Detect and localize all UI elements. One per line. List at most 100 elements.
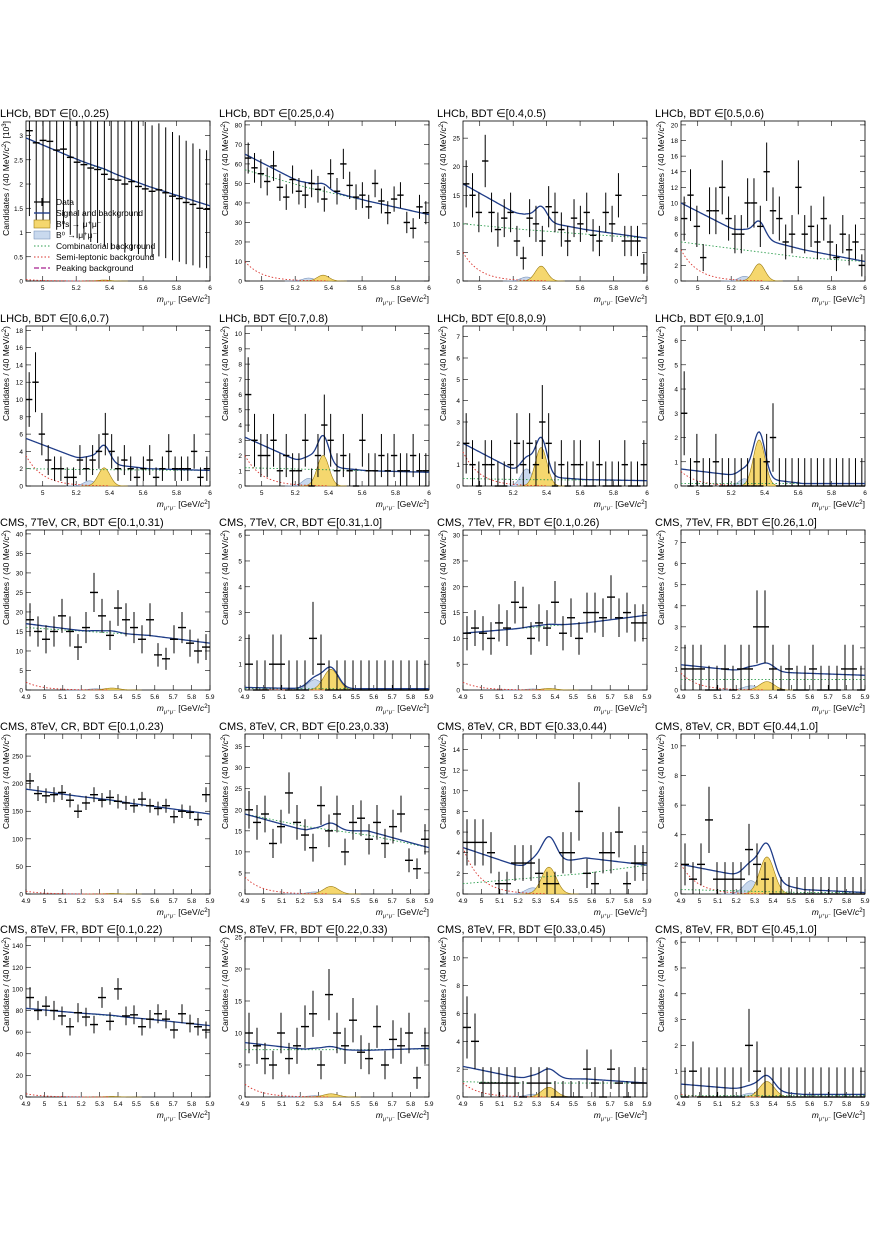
y-axis-label-c: c [656, 942, 666, 947]
x-axis-label-c: c [200, 907, 205, 917]
x-axis-label: mμ⁺μ⁻ [GeV/c2] [594, 907, 647, 920]
x-tick-label: 5.2 [509, 285, 518, 292]
x-tick-label: 5.2 [514, 694, 523, 701]
y-tick-label: 15 [453, 193, 461, 200]
y-tick-label: 60 [235, 161, 243, 168]
y-axis-label-exp: 2 [657, 736, 663, 740]
y-tick-label: 2.5 [14, 157, 23, 164]
data-point [162, 1009, 170, 1029]
x-tick-label: 5.6 [587, 1101, 596, 1108]
x-axis-label-exp: 2 [423, 704, 427, 710]
data-point [373, 805, 381, 840]
data-point [269, 634, 277, 690]
data-point [753, 1041, 761, 1097]
y-tick-label: 10 [453, 955, 461, 962]
total-fit-curve [462, 614, 648, 634]
data-point [640, 253, 647, 274]
y-axis-label-close: ) [656, 937, 666, 940]
data-point [349, 805, 357, 840]
data-point [615, 1067, 623, 1097]
x-tick-label: 6 [645, 490, 649, 497]
y-axis-label-close: ) [220, 530, 230, 533]
y-axis-label-close: ) [656, 326, 666, 329]
x-axis-label-c: c [855, 294, 860, 304]
data-point [95, 434, 103, 469]
y-tick-label: 6 [456, 830, 460, 837]
x-axis-label-close: ] [645, 703, 647, 713]
data-point [245, 634, 253, 690]
x-tick-label: 5.1 [277, 1101, 286, 1108]
data-point [817, 876, 825, 895]
data-point [186, 629, 194, 657]
y-tick-label: 20 [16, 609, 24, 616]
y-axis-label-exp: 2 [439, 328, 445, 332]
y-tick-label: 0 [238, 892, 242, 899]
x-tick-label: 5.1 [58, 898, 67, 905]
y-axis-label-prefix: Candidates / (40 MeV/ [656, 336, 666, 421]
data-point [114, 456, 122, 481]
y-axis-label-c: c [1, 331, 11, 336]
panel-title: CMS, 7TeV, CR, BDT ∈[0.1,0.31) [0, 517, 164, 529]
x-tick-label: 5.4 [332, 1101, 341, 1108]
legend-item-peak: Peaking background [34, 263, 134, 273]
data-point [171, 456, 179, 481]
data-point [130, 611, 138, 644]
data-point [155, 123, 163, 257]
data-point [114, 794, 122, 809]
x-tick-label: 5.6 [150, 694, 159, 701]
data-point [90, 572, 98, 612]
y-tick-label: 5 [456, 377, 460, 384]
x-tick-label: 5.1 [495, 898, 504, 905]
x-tick-label: 5.3 [750, 694, 759, 701]
panel-6: LHCb, BDT ∈[0.7,0.8) 0 1 2 3 4 5 6 7 8 9 10 5 5.2 5.4 5… [219, 313, 431, 512]
y-tick-label: 20 [453, 164, 461, 171]
x-tick-label: 4.9 [676, 1101, 685, 1108]
x-axis-label-close: ] [863, 294, 865, 304]
x-tick-label: 5.3 [532, 898, 541, 905]
x-axis-label: mμ⁺μ⁻ [GeV/c2] [594, 294, 647, 307]
y-tick-label: 0 [456, 484, 460, 491]
x-axis-label-close: ] [427, 294, 429, 304]
data-point [763, 433, 770, 486]
data-point [627, 461, 635, 487]
data-point [178, 611, 186, 644]
data-point [245, 790, 253, 829]
y-tick-label: 5 [238, 558, 242, 565]
x-axis-label-m: m [157, 703, 164, 713]
data-point [532, 440, 540, 486]
y-axis-label: Candidates / (40 MeV/c2) [438, 530, 448, 625]
data-point [814, 224, 821, 260]
data-point [809, 644, 817, 690]
y-axis-label-c: c [656, 535, 666, 540]
y-tick-label: 2 [456, 441, 460, 448]
x-axis-label-close: ] [208, 907, 210, 917]
data-point [359, 413, 366, 467]
data-point [184, 456, 191, 481]
y-tick-label: 0.5 [14, 254, 23, 261]
y-tick-label: 30 [16, 570, 24, 577]
data-point [359, 182, 366, 209]
data-point [713, 1067, 721, 1098]
x-axis-label: mμ⁺μ⁻ [GeV/c2] [157, 294, 210, 307]
data-point [769, 1067, 777, 1098]
y-axis-label-prefix: Candidates / (40 MeV/ [656, 540, 666, 625]
x-axis-label-unit: [GeV/ [176, 294, 201, 304]
panel-5: LHCb, BDT ∈[0.6,0.7) 0 2 4 6 8 10 12 14 16 18 5 5.2 5… [0, 313, 212, 512]
data-point [634, 461, 641, 487]
data-point [295, 453, 303, 486]
y-tick-label: 6 [238, 392, 242, 399]
x-axis-label-c: c [637, 703, 642, 713]
data-point [138, 791, 146, 807]
semileptonic-bkg-curve [25, 890, 109, 895]
data-point [782, 224, 789, 260]
x-tick-label: 5 [696, 285, 700, 292]
x-tick-label: 5.6 [576, 285, 585, 292]
x-tick-label: 5.2 [291, 490, 300, 497]
data-point [591, 1067, 599, 1097]
data-point [559, 1081, 567, 1098]
data-point [257, 433, 265, 478]
x-tick-label: 5 [478, 285, 482, 292]
x-axis-label-exp: 2 [423, 295, 427, 301]
data-point [371, 453, 379, 486]
data-point [416, 194, 423, 219]
